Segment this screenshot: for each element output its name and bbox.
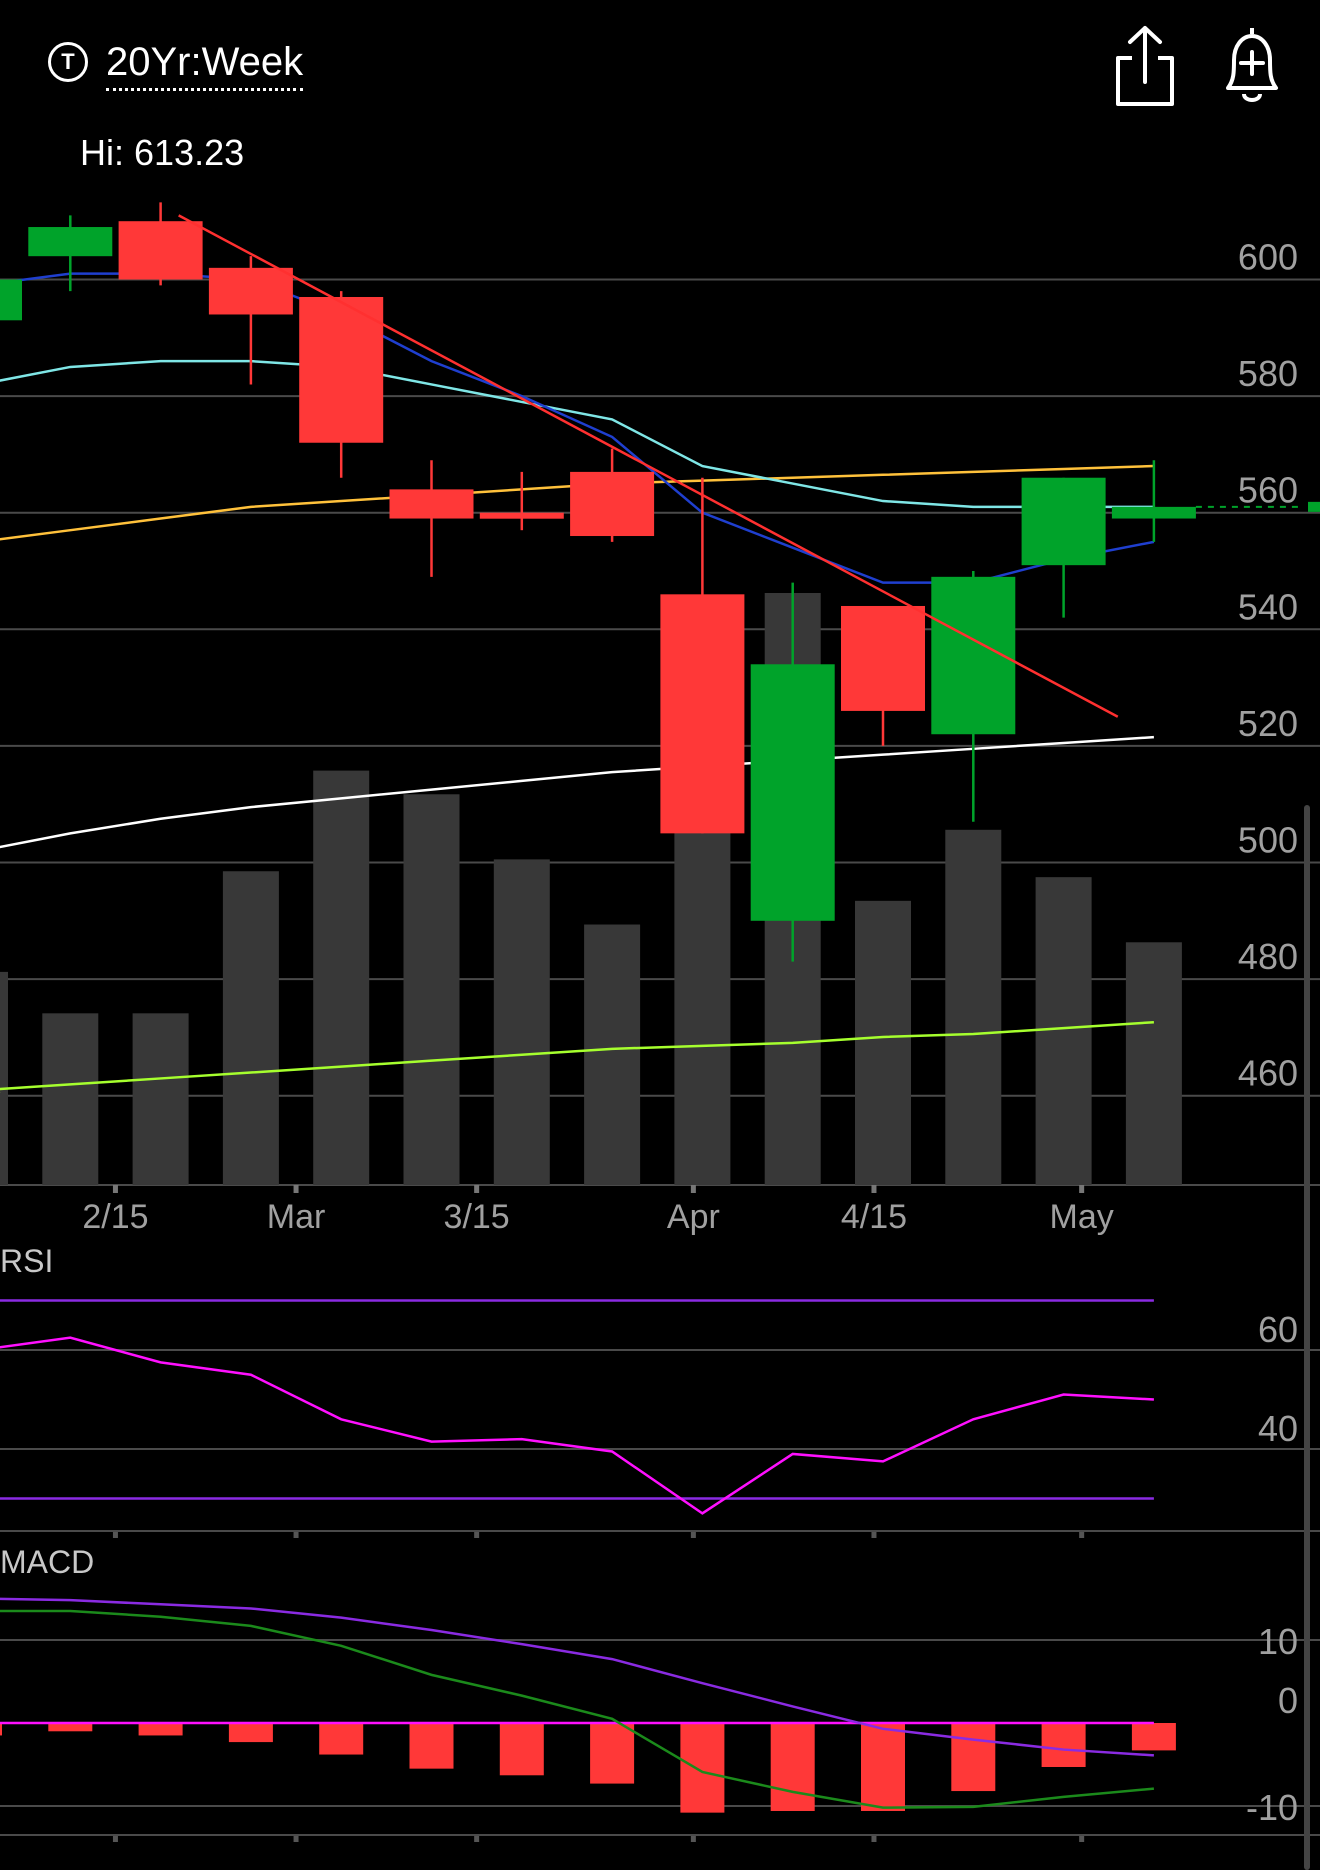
rsi-tick-label: 40 (1258, 1408, 1298, 1449)
candle-up (750, 664, 835, 921)
last-price-marker (1308, 501, 1320, 512)
candlesticks (0, 202, 1320, 962)
volume-bar (493, 859, 550, 1185)
bell-plus-icon (1226, 28, 1278, 102)
moving-average-lines (0, 272, 1155, 849)
high-price-label: Hi: 613.23 (80, 132, 245, 173)
share-icon (1116, 26, 1174, 106)
share-button[interactable] (1110, 22, 1180, 112)
macd-histogram-bar (951, 1723, 996, 1792)
macd-histogram-bar (409, 1723, 454, 1769)
date-tick-label: May (1050, 1198, 1114, 1236)
candle-down (299, 296, 384, 443)
macd-tick-label: -10 (1246, 1787, 1298, 1828)
resistance-trendline (178, 214, 1119, 718)
rsi-line (0, 1336, 1154, 1515)
date-tick-label: 4/15 (841, 1198, 907, 1236)
candle-up (1111, 506, 1196, 519)
candle-down (208, 267, 293, 315)
scrollbar[interactable] (1304, 805, 1310, 1870)
ma-mid-line (0, 359, 1154, 509)
macd-panel: MACD 10 0 -10 (0, 1544, 1320, 1836)
macd-line (0, 1609, 1155, 1809)
macd-tick-label: 0 (1278, 1680, 1298, 1721)
rsi-tick-label: 60 (1258, 1309, 1298, 1350)
top-bar: T 20Yr:Week (0, 0, 1320, 120)
price-tick-label: 580 (1238, 353, 1298, 394)
volume-bar (313, 770, 370, 1185)
ma-long-line (0, 735, 1154, 849)
macd-histogram-bar (0, 1723, 2, 1736)
date-tick-label: 2/15 (82, 1198, 148, 1236)
volume-bar (42, 1013, 99, 1185)
time-range-selector[interactable]: 20Yr:Week (106, 38, 304, 91)
volume-bar (222, 871, 279, 1185)
macd-histogram-bar (228, 1723, 273, 1743)
price-tick-label: 500 (1238, 820, 1298, 861)
ticker-icon: T (48, 42, 88, 82)
ma-slow-line (0, 464, 1154, 541)
macd-tick-label: 10 (1258, 1621, 1298, 1662)
grid-lines (0, 278, 1320, 1186)
macd-title: MACD (0, 1544, 94, 1580)
candle-up (1021, 477, 1106, 566)
rsi-panel: RSI 40 60 (0, 1243, 1320, 1532)
price-tick-label: 520 (1238, 703, 1298, 744)
price-tick-label: 560 (1238, 470, 1298, 511)
macd-histogram-bar (319, 1723, 364, 1755)
volume-average-line (0, 1020, 1154, 1094)
volume-bar (1125, 942, 1182, 1185)
macd-histogram-bar (861, 1723, 905, 1811)
volume-bars (0, 593, 1182, 1185)
date-tick-label: Apr (667, 1198, 720, 1236)
date-axis-labels: 2/15 Mar 3/15 Apr 4/15 May (82, 1185, 1114, 1842)
volume-ma-line (0, 1020, 1154, 1094)
volume-bar (945, 829, 1002, 1185)
price-tick-label: 600 (1238, 237, 1298, 278)
macd-histogram-bar (1041, 1723, 1086, 1767)
price-tick-label: 460 (1238, 1053, 1298, 1094)
candle-up (28, 227, 113, 257)
volume-bar (584, 924, 641, 1185)
macd-histogram-bar (590, 1723, 635, 1784)
volume-bar (855, 900, 911, 1185)
volume-bar (0, 971, 8, 1185)
macd-histogram-bar (1131, 1723, 1176, 1751)
add-alert-button[interactable] (1214, 22, 1290, 112)
candle-down (570, 471, 655, 537)
candle-down (479, 512, 564, 519)
price-tick-label: 480 (1238, 936, 1298, 977)
price-tick-label: 540 (1238, 586, 1298, 627)
macd-histogram-bar (770, 1723, 815, 1811)
candle-down (660, 594, 745, 834)
macd-histogram-bar (48, 1723, 93, 1732)
candle-up (0, 279, 22, 321)
rsi-title: RSI (0, 1243, 53, 1279)
volume-bar (1035, 877, 1092, 1185)
volume-bar (132, 1013, 189, 1185)
macd-signal-line (0, 1597, 1154, 1757)
date-tick-label: Mar (267, 1198, 326, 1236)
candle-down (841, 605, 925, 711)
candle-down (118, 221, 203, 280)
candle-down (389, 489, 474, 519)
volume-bar (403, 794, 460, 1185)
macd-histogram-bar (138, 1723, 183, 1736)
date-tick-label: 3/15 (444, 1198, 510, 1236)
macd-histogram-bar (499, 1723, 544, 1776)
price-axis-labels: 460 480 500 520 540 560 580 600 (1238, 237, 1298, 1094)
trendline (178, 214, 1119, 718)
macd-histogram-bar (680, 1723, 725, 1813)
